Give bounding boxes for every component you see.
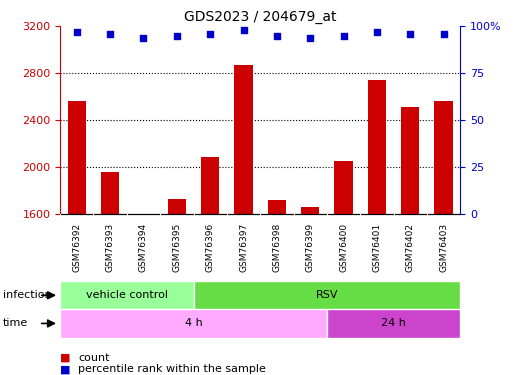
Bar (368, 80, 386, 214)
Bar (301, 207, 320, 214)
Point (406, 31, 414, 37)
Point (306, 34, 314, 40)
Text: GSM76403: GSM76403 (439, 223, 448, 272)
Point (339, 33, 348, 39)
Bar (201, 158, 219, 214)
Point (240, 27, 248, 33)
Text: GSM76394: GSM76394 (139, 223, 148, 272)
Bar (401, 107, 419, 214)
Bar (60, 281, 194, 309)
Text: GSM76397: GSM76397 (239, 223, 248, 272)
Bar (268, 200, 286, 214)
Text: GSM76396: GSM76396 (206, 223, 214, 272)
Bar (435, 101, 453, 214)
Text: GSM76399: GSM76399 (306, 223, 315, 272)
Text: GSM76392: GSM76392 (72, 223, 81, 272)
Text: ■: ■ (60, 353, 71, 363)
Text: count: count (78, 353, 110, 363)
Point (206, 31, 214, 37)
Point (373, 29, 381, 35)
Text: GSM76401: GSM76401 (372, 223, 381, 272)
Text: ■: ■ (60, 364, 71, 374)
Text: 4 h: 4 h (185, 318, 202, 328)
Text: infection: infection (3, 290, 51, 300)
Bar (234, 65, 253, 214)
Point (139, 34, 147, 40)
Text: time: time (3, 318, 28, 328)
Text: GSM76395: GSM76395 (173, 223, 181, 272)
Point (439, 31, 448, 37)
Text: GSM76402: GSM76402 (406, 223, 415, 272)
Text: GSM76393: GSM76393 (106, 223, 115, 272)
Bar (67, 101, 86, 214)
Bar (194, 281, 460, 309)
Point (272, 33, 281, 39)
Text: GSM76398: GSM76398 (272, 223, 281, 272)
Bar (60, 309, 327, 338)
Text: 24 h: 24 h (381, 318, 406, 328)
Bar (327, 309, 460, 338)
Bar (168, 198, 186, 214)
Point (173, 33, 181, 39)
Text: vehicle control: vehicle control (86, 290, 168, 300)
Text: RSV: RSV (315, 290, 338, 300)
Bar (334, 161, 353, 214)
Point (106, 31, 115, 37)
Point (73, 29, 81, 35)
Text: percentile rank within the sample: percentile rank within the sample (78, 364, 266, 374)
Bar (101, 171, 119, 214)
Title: GDS2023 / 204679_at: GDS2023 / 204679_at (184, 10, 336, 24)
Text: GSM76400: GSM76400 (339, 223, 348, 272)
